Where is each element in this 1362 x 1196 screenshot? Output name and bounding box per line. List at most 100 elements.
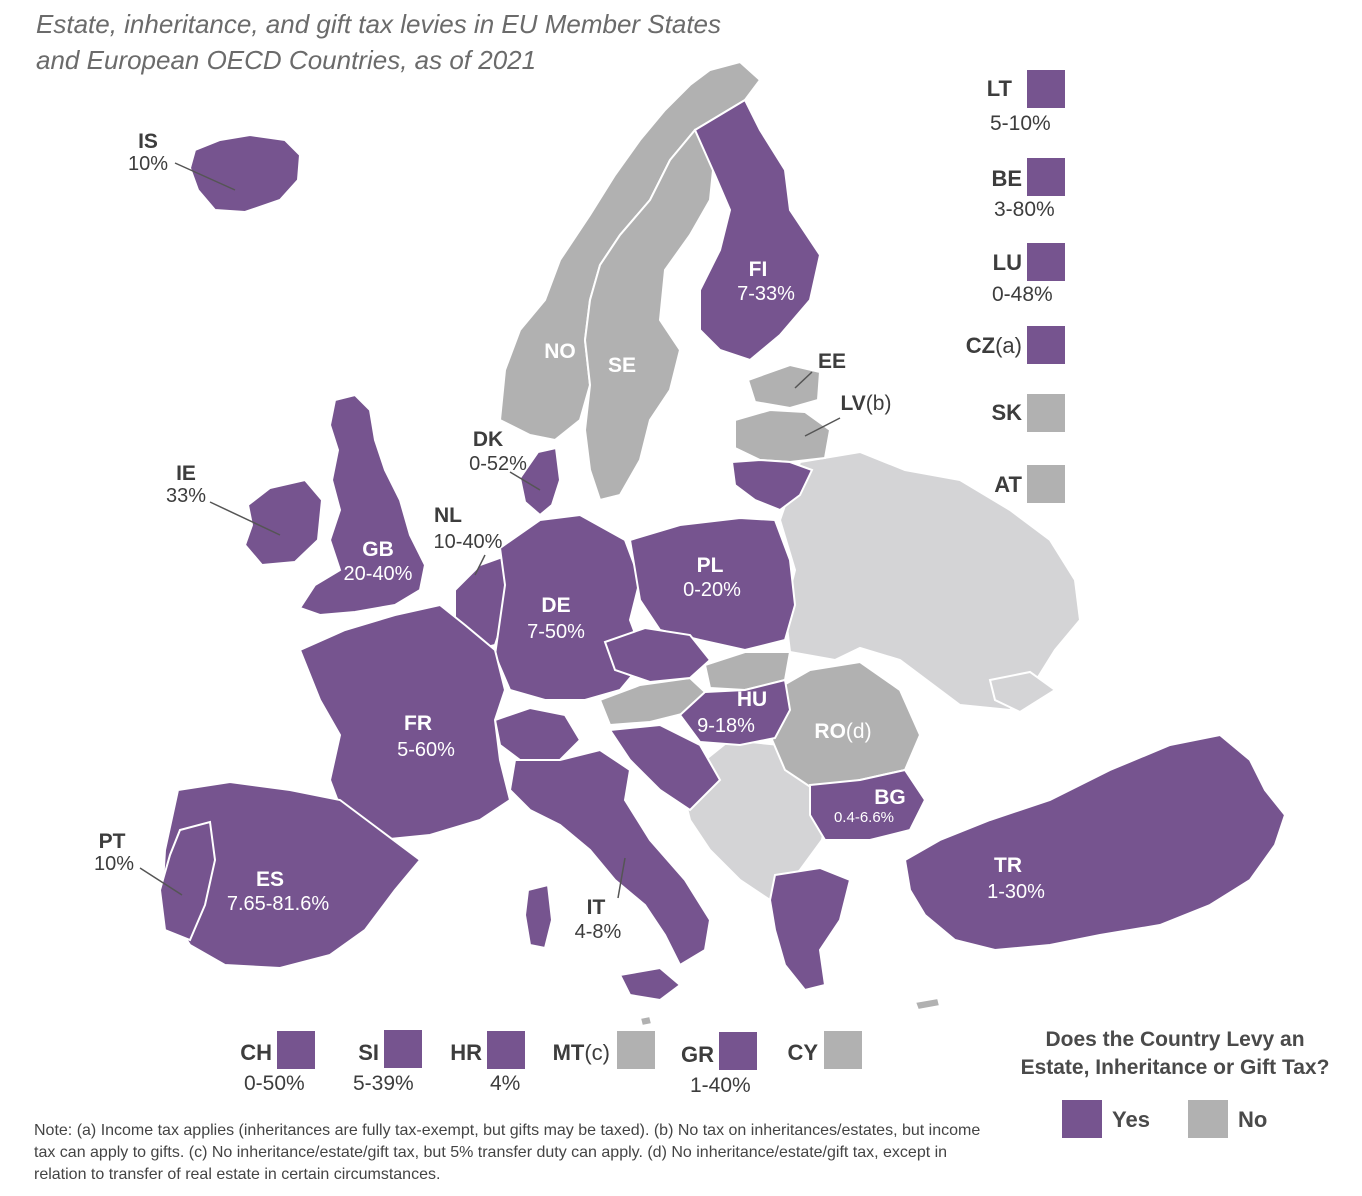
country-shape-sardinia (523, 883, 554, 950)
country-shape-crimea (988, 670, 1057, 714)
key-no-swatch (1188, 1100, 1228, 1138)
map-label-is-code: IS (138, 130, 158, 153)
country-shape-finland (693, 98, 822, 362)
country-shape-czechia (603, 626, 712, 684)
legend-lt-swatch (1027, 70, 1065, 108)
footnote: Note: (a) Income tax applies (inheritanc… (34, 1122, 981, 1183)
yes-tax-countries (158, 98, 1287, 1002)
key-yes-swatch (1062, 1100, 1102, 1138)
map-label-ie-code: IE (176, 462, 196, 485)
legend-mt-code: MT(c) (530, 1040, 610, 1066)
country-shape-germany (493, 513, 647, 701)
leader-line-dk (509, 471, 541, 491)
map-label-fi-code: FI (749, 258, 768, 281)
country-shape-malta (638, 1014, 654, 1028)
country-shape-poland (628, 516, 797, 652)
map-label-fr-code: FR (404, 712, 432, 735)
country-shape-latvia (734, 408, 832, 464)
country-shape-sicily (618, 966, 682, 1002)
legend-gr-swatch (719, 1032, 757, 1070)
map-label-es-code: ES (256, 868, 284, 891)
legend-gr-code: GR (681, 1042, 714, 1067)
map-label-ro-suffix: (d) (846, 720, 872, 743)
map-label-se-code: SE (608, 354, 636, 377)
legend-be-swatch (1027, 158, 1065, 196)
legend-cz-code: CZ(a) (900, 333, 1022, 359)
legend-gr-rate: 1-40% (690, 1074, 751, 1097)
leader-line-pt (139, 867, 183, 896)
country-shape-france (298, 603, 512, 842)
map-label-nl-rate: 10-40% (434, 531, 503, 553)
map-label-lv-code: LV(b) (841, 392, 892, 415)
map-label-gb-rate: 20-40% (344, 563, 413, 585)
legend-lu-swatch (1027, 243, 1065, 281)
map-label-pl-rate: 0-20% (683, 579, 741, 601)
country-shape-turkey (903, 733, 1287, 952)
legend-si-code: SI (358, 1040, 379, 1065)
legend-lt-code: LT (986, 76, 1012, 101)
legend-cy-swatch (824, 1031, 862, 1069)
key-question-line-2: Estate, Inheritance or Gift Tax? (1020, 1056, 1330, 1079)
map-label-gb-code: GB (362, 538, 394, 561)
leader-line-ie (209, 501, 281, 536)
country-shape-cyprus (913, 996, 942, 1012)
map-label-it-rate: 4-8% (575, 921, 622, 943)
country-shape-hungary (678, 678, 792, 747)
legend-ch-code: CH (240, 1040, 272, 1065)
map-label-tr-code: TR (994, 854, 1022, 877)
legend-lu-code: LU (992, 250, 1022, 275)
leader-line-is (174, 162, 236, 191)
legend-hr-code: HR (450, 1040, 482, 1065)
title-line-1: Estate, inheritance, and gift tax levies… (36, 9, 722, 39)
leader-line-ee (794, 371, 813, 389)
legend-hr-swatch (487, 1031, 525, 1069)
legend-at-code: AT (994, 472, 1022, 497)
legend-hr-rate: 4% (490, 1072, 521, 1095)
map-label-tr-rate: 1-30% (987, 881, 1045, 903)
title-line-2: and European OECD Countries, as of 2021 (36, 45, 537, 75)
legend-mt-swatch (617, 1031, 655, 1069)
legend-at-swatch (1027, 465, 1065, 503)
country-shape-lithuania (730, 458, 814, 512)
country-shape-denmark (518, 446, 562, 517)
map-label-is-rate: 10% (128, 153, 168, 175)
map-label-it-code: IT (587, 896, 606, 919)
legend-cz-code-text: CZ (965, 333, 996, 358)
key-no-label: No (1238, 1107, 1268, 1132)
legend-lt-rate: 5-10% (990, 112, 1051, 135)
map-label-fi-rate: 7-33% (737, 283, 795, 305)
map-label-fr-rate: 5-60% (397, 739, 455, 761)
legend-cz-swatch (1027, 326, 1065, 364)
key-question-line-1: Does the Country Levy an (1045, 1028, 1305, 1051)
map-label-bg-code: BG (874, 786, 906, 809)
legend-mt-code-text: MT (552, 1040, 585, 1065)
map-label-de-code: DE (541, 594, 570, 617)
legend-sk-code: SK (991, 400, 1022, 425)
leader-line-lv (804, 417, 841, 437)
leader-line-nl (474, 554, 486, 576)
map-label-hu-code: HU (737, 688, 767, 711)
map-label-dk-rate: 0-52% (469, 453, 527, 475)
legend-ch-rate: 0-50% (244, 1072, 305, 1095)
legend-si-swatch (384, 1030, 422, 1068)
map-label-es-rate: 7.65-81.6% (227, 893, 330, 915)
map-label-de-rate: 7-50% (527, 621, 585, 643)
legend-cz-suffix: (a) (995, 333, 1022, 358)
map-label-ro-code: RO(d) (814, 720, 871, 743)
key-yes-label: Yes (1112, 1107, 1150, 1132)
key-question: Does the Country Levy an Estate, Inherit… (990, 1026, 1360, 1082)
legend-be-rate: 3-80% (994, 198, 1055, 221)
non-member-region (678, 450, 1082, 902)
country-shape-iceland (188, 133, 302, 214)
country-shape-sweden (583, 128, 717, 502)
map-label-pl-code: PL (697, 554, 724, 577)
map-country-labels: IS 10% IE 33% GB 20-40% NO SE FI 7-33% E… (94, 130, 1045, 943)
map-label-ee-code: EE (818, 350, 846, 373)
map-label-ie-rate: 33% (166, 485, 206, 507)
country-shape-ireland (243, 478, 324, 567)
country-shape-bulgaria (809, 768, 927, 841)
map-label-no-code: NO (544, 340, 576, 363)
country-shape-switzerland-slovenia-croatia (493, 706, 722, 812)
legend-mt-suffix: (c) (584, 1040, 610, 1065)
